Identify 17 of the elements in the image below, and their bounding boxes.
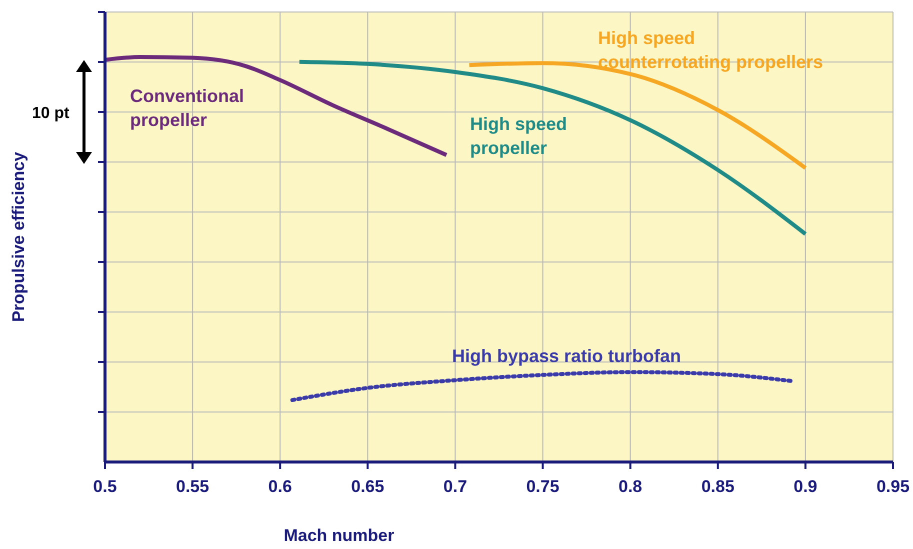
x-tick-label: 0.6 (268, 477, 292, 496)
x-axis-title: Mach number (284, 526, 395, 545)
x-tick-label: 0.75 (526, 477, 560, 496)
x-tick-label: 0.9 (794, 477, 818, 496)
series-label: High speed counterrotating propellers (598, 28, 824, 72)
x-tick-label: 0.85 (701, 477, 734, 496)
x-tick-label: 0.55 (176, 477, 210, 496)
x-tick-label: 0.95 (876, 477, 910, 496)
series-label: High bypass ratio turbofan (452, 346, 682, 366)
text: 10 pt (32, 105, 70, 122)
x-tick-label: 0.7 (443, 477, 468, 496)
x-tick-label: 0.65 (351, 477, 384, 496)
y-axis-title: Propulsive efficiency (9, 151, 28, 322)
x-tick-label: 0.8 (618, 477, 642, 496)
x-tick-label: 0.5 (93, 477, 117, 496)
series-label: Conventional propeller (130, 86, 244, 130)
series-label: High speed propeller (470, 114, 568, 158)
